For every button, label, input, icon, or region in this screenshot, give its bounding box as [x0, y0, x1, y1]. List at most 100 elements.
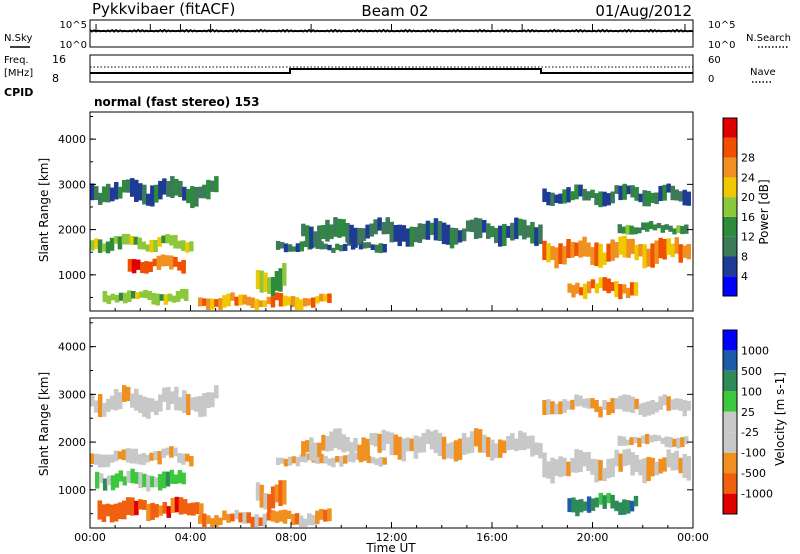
echo-cell — [574, 242, 579, 256]
echo-cell — [618, 395, 623, 410]
echo-cell — [305, 225, 310, 245]
echo-cell — [283, 458, 289, 467]
echo-cell — [313, 442, 318, 462]
echo-cell — [682, 189, 687, 206]
echo-cell — [242, 294, 247, 305]
echo-cell — [629, 225, 634, 235]
echo-cell — [570, 458, 575, 473]
echo-cell — [353, 227, 358, 248]
echo-cell — [109, 454, 115, 463]
echo-cell — [130, 497, 135, 516]
echo-cell — [542, 240, 547, 261]
noise-tick-top-right: 10^5 — [708, 20, 735, 31]
echo-cell — [341, 219, 346, 237]
echo-cell — [97, 454, 103, 468]
echo-cell — [658, 237, 663, 259]
echo-cell — [291, 456, 297, 464]
echo-cell — [370, 456, 376, 464]
echo-cell — [373, 432, 378, 447]
echo-cell — [686, 400, 691, 411]
echo-cell — [266, 296, 272, 305]
echo-cell — [206, 515, 211, 524]
echo-cell — [377, 217, 382, 231]
velocity-colorbar-cell — [723, 330, 737, 351]
echo-cell — [154, 477, 159, 488]
echo-cell — [401, 225, 407, 242]
echo-cell — [678, 457, 683, 474]
echo-cell — [140, 262, 145, 274]
echo-cell — [90, 183, 95, 201]
echo-cell — [109, 237, 115, 251]
echo-cell — [118, 470, 123, 482]
echo-cell — [335, 456, 340, 463]
echo-cell — [181, 453, 186, 465]
echo-cell — [638, 403, 643, 415]
echo-cell — [142, 396, 147, 417]
echo-cell — [101, 454, 107, 468]
echo-cell — [582, 398, 587, 408]
echo-cell — [650, 457, 655, 477]
echo-cell — [638, 459, 643, 476]
echo-cell — [315, 296, 320, 304]
echo-cell — [630, 452, 635, 476]
echo-cell — [105, 241, 111, 254]
echo-cell — [629, 282, 635, 296]
velocity-colorbar-cell — [723, 432, 737, 453]
echo-cell — [614, 281, 619, 298]
echo-cell — [295, 243, 301, 252]
echo-cell — [156, 255, 162, 270]
echo-cell — [182, 499, 188, 514]
echo-cell — [498, 439, 503, 458]
echo-cell — [298, 515, 304, 527]
echo-cell — [121, 233, 127, 245]
echo-cell — [618, 284, 623, 300]
echo-cell — [566, 239, 571, 259]
echo-cell — [343, 455, 348, 464]
echo-cell — [542, 400, 547, 415]
freq-tick-top-left: 16 — [52, 53, 66, 66]
echo-cell — [530, 435, 535, 457]
echo-cell — [327, 244, 332, 251]
echo-cell — [606, 278, 611, 294]
noise-tick-bottom-left: 10^0 — [60, 40, 87, 51]
echo-cell — [670, 243, 675, 257]
echo-cell — [170, 391, 175, 404]
echo-cell — [385, 431, 390, 444]
echo-cell — [350, 452, 356, 463]
echo-cell — [106, 398, 111, 412]
echo-cell — [558, 456, 563, 478]
echo-cell — [594, 400, 599, 413]
x-tick-label: 04:00 — [175, 531, 207, 544]
echo-cell — [166, 506, 172, 518]
y-tick-label: 4000 — [58, 133, 86, 146]
power-colorbar-cell — [723, 197, 737, 217]
echo-cell — [321, 225, 326, 239]
echo-cell — [230, 513, 235, 522]
echo-cell — [578, 395, 583, 407]
power-colorbar-cell — [723, 157, 737, 178]
echo-cell — [393, 225, 398, 242]
echo-cell — [282, 480, 287, 505]
echo-cell — [645, 434, 650, 445]
echo-cell — [134, 500, 139, 516]
echo-cell — [650, 243, 655, 268]
echo-cell — [638, 193, 643, 203]
echo-cell — [154, 504, 159, 518]
echo-cell — [437, 432, 443, 457]
echo-cell — [678, 191, 683, 202]
echo-cell — [279, 242, 285, 249]
echo-cell — [634, 398, 639, 410]
echo-cell — [526, 436, 531, 449]
echo-cell — [672, 228, 677, 235]
nave-tick-top-right: 60 — [708, 55, 721, 66]
echo-cell — [684, 436, 689, 445]
echo-cell — [445, 224, 451, 245]
echo-cell — [150, 502, 155, 520]
echo-cell — [642, 190, 647, 207]
power-colorbar-cell — [723, 177, 737, 198]
echo-cell — [526, 225, 531, 238]
echo-cell — [138, 472, 143, 488]
echo-cell — [550, 401, 555, 415]
echo-cell — [570, 191, 575, 201]
echo-cell — [622, 394, 627, 412]
